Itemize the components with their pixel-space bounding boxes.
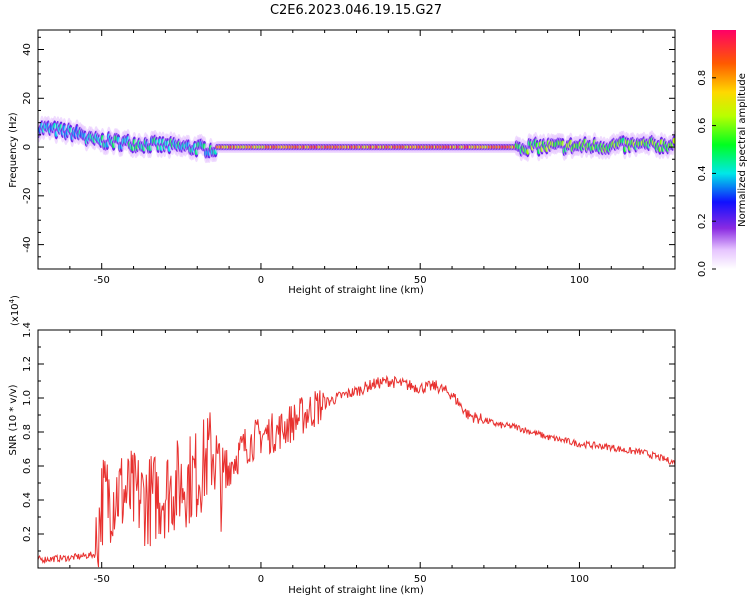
snr-x-axis: -50 0 50 100 <box>37 330 676 585</box>
snr-x-tick-label: -50 <box>94 574 110 585</box>
spectrogram-x-tick-label: -50 <box>94 275 110 286</box>
colorbar-gradient <box>712 30 736 269</box>
snr-y-tick-label: 1.4 <box>22 322 33 338</box>
spectrogram-panel: -50 0 50 100 40 20 0 -20 -40 Height of straight… <box>8 29 676 296</box>
colorbar-tick-label: 0.8 <box>697 70 708 86</box>
snr-panel: -50 0 50 100 0.2 0.4 0.6 0.8 1.0 1.2 1.4 Height o… <box>8 295 676 596</box>
colorbar-tick-label: 0.6 <box>697 118 708 134</box>
snr-y-axis: 0.2 0.4 0.6 0.8 1.0 1.2 1.4 <box>22 322 675 552</box>
snr-y-tick-label: 1.0 <box>22 390 33 406</box>
spectrogram-x-tick-label: 50 <box>414 275 427 286</box>
spectrogram-y-tick-label: 40 <box>22 43 33 56</box>
snr-plot-frame <box>37 329 676 569</box>
snr-y-tick-label: 0.4 <box>22 492 33 508</box>
colorbar-label: Normalized spectral amplitude <box>737 73 748 227</box>
colorbar-tick-label: 0.2 <box>697 213 708 229</box>
spectrogram-x-tick-label: 100 <box>570 275 589 286</box>
colorbar-tick-label: 0.0 <box>697 261 708 277</box>
snr-y-tick-label: 0.6 <box>22 458 33 474</box>
snr-scale-label: (x104) <box>8 295 21 326</box>
snr-x-tick-label: 0 <box>258 574 264 585</box>
spectrogram-y-label: Frequency (Hz) <box>8 112 19 188</box>
colorbar: 0.0 0.2 0.4 0.6 0.8 Normalized spectral ampl… <box>697 30 748 277</box>
chart-title: C2E6.2023.046.19.15.G27 <box>270 3 442 18</box>
snr-y-label: SNR (10 * v/v) <box>8 384 19 455</box>
spectrogram-x-label: Height of straight line (km) <box>288 285 424 296</box>
spectrogram-x-tick-label: 0 <box>258 275 264 286</box>
spectrogram-y-tick-label: -20 <box>22 188 33 204</box>
snr-x-label: Height of straight line (km) <box>288 585 424 596</box>
snr-series-line <box>38 374 675 568</box>
spectrogram-y-tick-label: -40 <box>22 236 33 252</box>
snr-y-tick-label: 0.8 <box>22 424 33 440</box>
spectrogram-cell-core <box>672 137 675 144</box>
snr-x-tick-label: 50 <box>414 574 427 585</box>
spectrogram-y-axis: 40 20 0 -20 -40 <box>22 36 675 270</box>
spectrogram-y-tick-label: 20 <box>22 92 33 105</box>
spectrogram-y-tick-label: 0 <box>22 144 33 150</box>
spectrogram-x-axis: -50 0 50 100 <box>37 30 676 286</box>
colorbar-axis: 0.0 0.2 0.4 0.6 0.8 <box>697 70 716 277</box>
snr-y-tick-label: 1.2 <box>22 356 33 372</box>
colorbar-tick-label: 0.4 <box>697 165 708 181</box>
spectrogram-heatmap <box>38 115 675 164</box>
snr-y-tick-label: 0.2 <box>22 526 33 542</box>
snr-x-tick-label: 100 <box>570 574 589 585</box>
